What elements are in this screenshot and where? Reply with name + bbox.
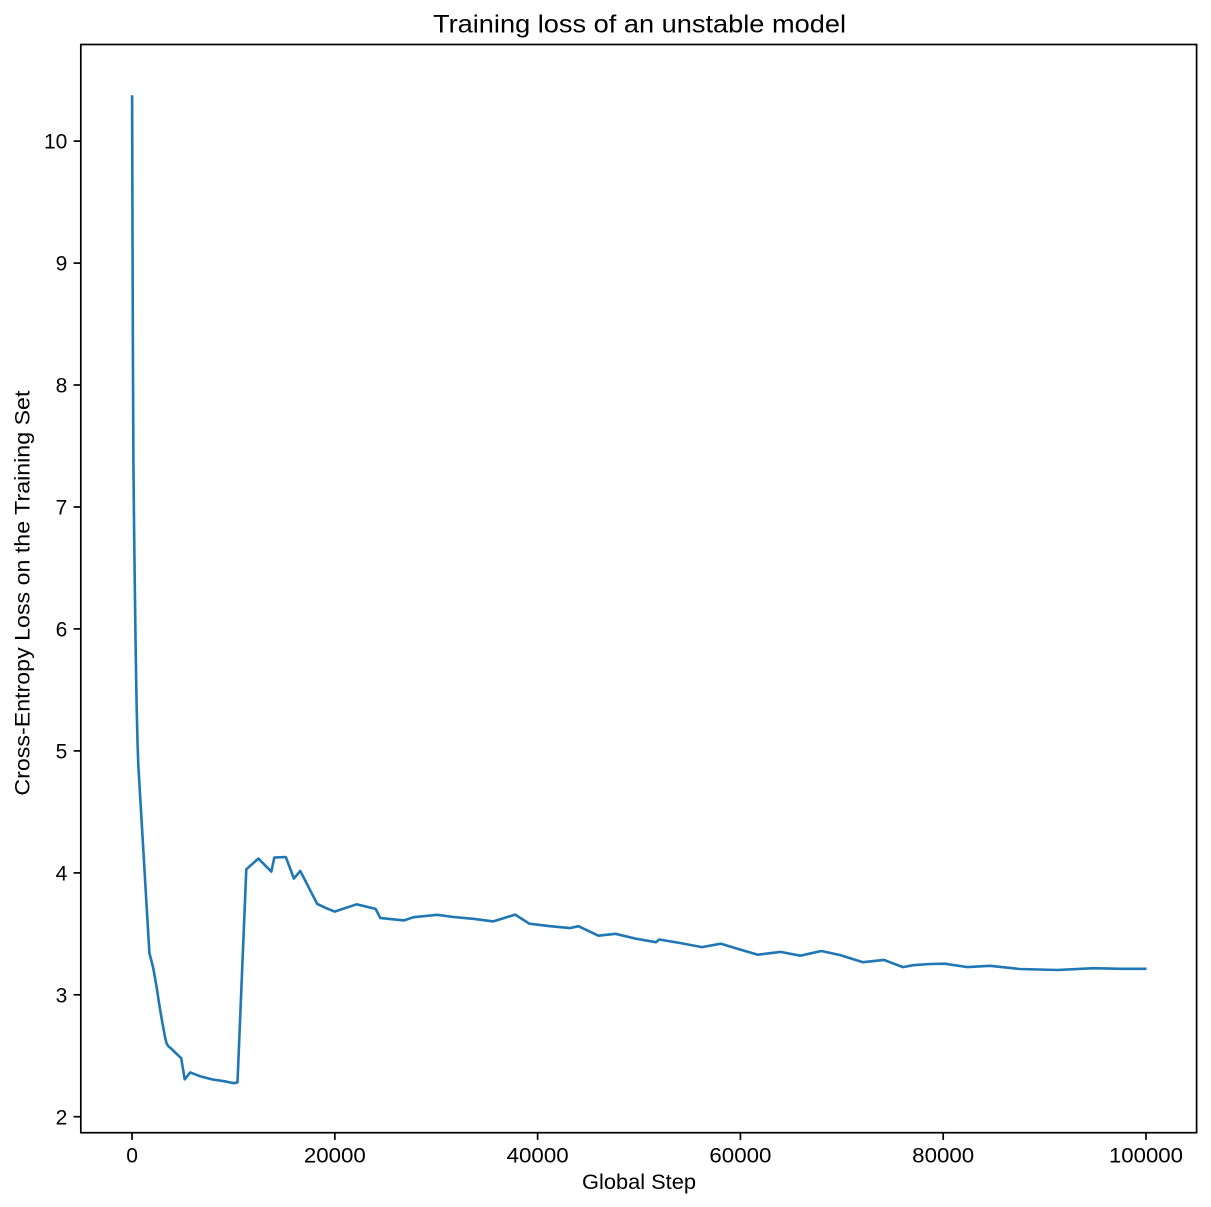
svg-text:100000: 100000 — [1109, 1145, 1183, 1168]
svg-text:8: 8 — [56, 375, 68, 398]
svg-text:2: 2 — [56, 1106, 68, 1129]
svg-text:5: 5 — [56, 741, 68, 764]
svg-text:3: 3 — [56, 984, 68, 1007]
svg-text:Cross-Entropy Loss on the Trai: Cross-Entropy Loss on the Training Set — [12, 390, 35, 795]
svg-text:80000: 80000 — [912, 1145, 974, 1168]
svg-text:4: 4 — [56, 863, 68, 886]
svg-text:20000: 20000 — [304, 1145, 366, 1168]
svg-text:Global Step: Global Step — [582, 1170, 696, 1194]
svg-text:40000: 40000 — [507, 1145, 569, 1168]
svg-text:0: 0 — [126, 1145, 138, 1168]
svg-text:60000: 60000 — [709, 1145, 771, 1168]
svg-text:7: 7 — [56, 497, 68, 520]
svg-text:10: 10 — [44, 131, 67, 154]
svg-text:9: 9 — [56, 253, 68, 276]
svg-text:Training loss of an unstable m: Training loss of an unstable model — [433, 10, 846, 38]
svg-text:6: 6 — [56, 619, 68, 642]
